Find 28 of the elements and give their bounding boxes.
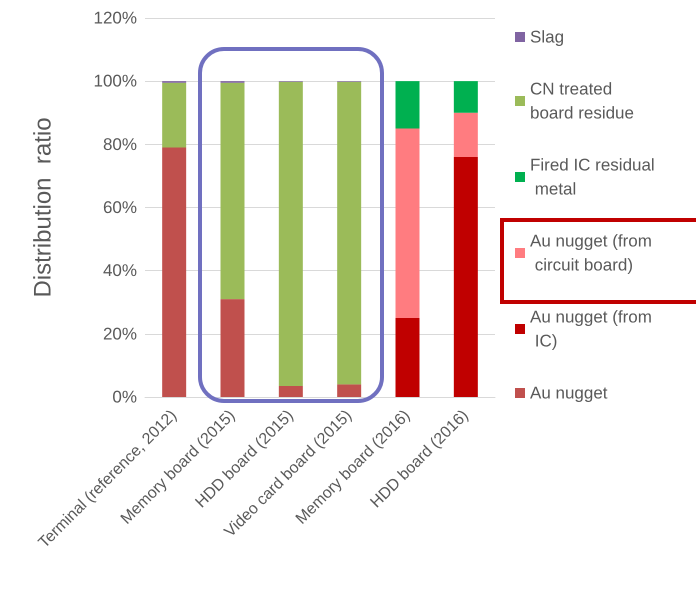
legend-label: Au nugget (from IC) (530, 308, 652, 350)
bar (162, 82, 186, 148)
bar (396, 318, 420, 397)
bar (220, 299, 244, 397)
bar (337, 384, 362, 397)
legend-label: Slag (530, 28, 564, 46)
legend-label: Au nugget (530, 384, 608, 402)
bar (454, 156, 478, 397)
bar (162, 147, 186, 397)
bar (396, 81, 420, 129)
y-tick-label: 60% (102, 198, 137, 217)
bar (337, 82, 362, 384)
bar (454, 81, 478, 113)
y-tick-label: 80% (102, 134, 137, 154)
y-tick-label: 0% (112, 388, 137, 406)
bar (278, 386, 303, 397)
y-tick-label: 100% (94, 72, 137, 91)
y-tick-label: 40% (102, 261, 137, 280)
legend-label: Au nugget (from circuit board) (530, 232, 652, 274)
y-axis-title: Distribution ratio (30, 117, 56, 298)
legend-label: CN treated board residue (530, 80, 634, 122)
bar (454, 112, 478, 157)
y-tick-label: 20% (102, 324, 137, 344)
y-tick-label: 120% (94, 8, 137, 28)
legend-label: Fired IC residual metal (530, 156, 655, 198)
bar (220, 82, 244, 300)
bar (396, 128, 420, 318)
bar (278, 82, 303, 386)
